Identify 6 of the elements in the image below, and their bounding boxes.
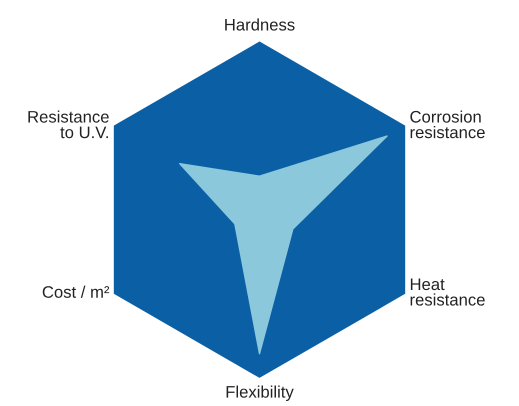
spoke-label: Flexibility — [226, 385, 294, 402]
spoke-label: Heat resistance — [410, 278, 485, 306]
spoke-label: Corrosion resistance — [410, 110, 485, 138]
spoke-label: Resistance to U.V. — [28, 110, 109, 138]
spoke-label: Cost / m² — [42, 286, 110, 298]
spoke-label: Hardness — [225, 18, 295, 31]
